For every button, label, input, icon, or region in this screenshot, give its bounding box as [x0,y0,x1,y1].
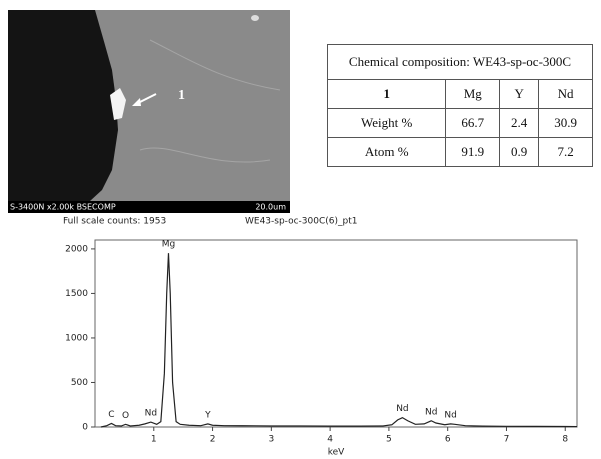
table-header: Y [499,79,540,109]
y-tick-label: 2000 [65,244,88,254]
scale-label: 20.0um [255,203,286,212]
table-cell: 2.4 [499,108,540,138]
peak-label: Nd [444,410,456,420]
y-tick-label: 1000 [65,333,88,343]
table-header: Nd [538,79,593,109]
x-tick-label: 8 [562,435,568,445]
peak-label: Mg [162,240,175,250]
table-cell: 66.7 [445,108,501,138]
chart-title: Full scale counts: 1953 [63,217,166,227]
table-cell: 91.9 [445,137,501,167]
peak-label: Nd [145,409,157,419]
spectrum-line [100,253,578,428]
y-tick-label: 500 [71,378,88,388]
table-cell: 30.9 [538,108,593,138]
peak-label: O [122,411,129,421]
table-cell: 7.2 [538,137,593,167]
table-title: Chemical composition: WE43-sp-oc-300C [327,44,593,80]
peak-label: Nd [425,407,437,417]
table-cell: 0.9 [499,137,540,167]
y-tick-label: 0 [82,423,88,433]
peak-label: C [108,410,114,420]
peak-label: Nd [396,404,408,414]
x-tick-label: 6 [445,435,451,445]
table-header: 1 [326,79,447,109]
image-info: S-3400N x2.00k BSECOMP [10,203,116,212]
plot-frame [94,239,578,428]
chart-subtitle: WE43-sp-oc-300C(6)_pt1 [245,217,357,227]
table-cell: Atom % [326,137,447,167]
point-label: 1 [178,88,185,103]
x-tick-label: 7 [504,435,510,445]
x-tick-label: 4 [327,435,333,445]
x-axis-label: keV [328,448,345,458]
sem-image: 1 S-3400N x2.00k BSECOMP 20.0um [8,10,290,213]
x-tick-label: 1 [151,435,157,445]
table-cell: Weight % [326,108,447,138]
x-tick-label: 5 [386,435,392,445]
y-tick-label: 1500 [65,289,88,299]
peak-label: Y [204,410,211,420]
x-tick-label: 3 [268,435,274,445]
table-header: Mg [445,79,501,109]
x-tick-label: 2 [210,435,216,445]
